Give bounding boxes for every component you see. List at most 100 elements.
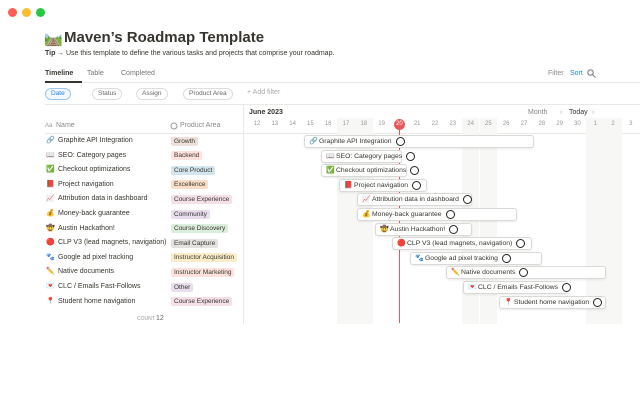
tabs-divider <box>45 82 640 83</box>
timeline-bar[interactable]: 🔗 Graphite API Integration <box>304 135 534 148</box>
filter-chip[interactable]: Date <box>45 88 71 100</box>
bar-name: Graphite API Integration <box>319 138 392 145</box>
assignee-avatar <box>463 195 472 205</box>
area-tag: Backend <box>171 151 203 161</box>
assignee-avatar <box>410 166 419 176</box>
name-column-icon: Aa <box>45 123 53 129</box>
table-divider <box>243 104 244 324</box>
bar-name: Google ad pixel tracking <box>425 254 498 262</box>
area-tag: Excellence <box>171 180 209 190</box>
day-label: 14 <box>289 121 296 127</box>
bar-name: Project navigation <box>354 181 409 189</box>
view-tab[interactable]: Timeline <box>45 70 74 77</box>
bar-icon: 🤠 <box>380 225 389 233</box>
day-label: 29 <box>556 121 563 127</box>
page-icon: 🛤️ <box>44 30 63 47</box>
day-label: 23 <box>449 121 457 127</box>
row-icon: 📖 <box>46 151 55 159</box>
area-tag: Other <box>171 282 194 292</box>
bar-name: CLC / Emails Fast-Follows <box>478 284 559 291</box>
row-icon: 🤠 <box>46 224 55 232</box>
row-name[interactable]: Native documents <box>58 268 115 276</box>
area-tag: Course Experience <box>171 297 233 307</box>
minimize-button[interactable] <box>22 8 31 17</box>
assignee-avatar <box>446 210 455 219</box>
search-icon[interactable] <box>587 69 596 78</box>
zoom-button[interactable] <box>36 8 45 17</box>
bar-icon: 📈 <box>362 196 371 204</box>
count-label: COUNT <box>137 316 155 322</box>
day-label: 19 <box>378 121 385 127</box>
today-button[interactable]: Today <box>569 109 588 116</box>
row-icon: 🐾 <box>46 253 55 261</box>
row-name[interactable]: Attribution data in dashboard <box>58 195 148 203</box>
row-name[interactable]: Money-back guarantee <box>58 210 130 217</box>
area-tag: Course Discovery <box>171 224 229 234</box>
row-name[interactable]: Graphite API Integration <box>58 137 133 144</box>
row-name[interactable]: Project navigation <box>58 180 114 188</box>
filter-chip[interactable]: Product Area <box>183 88 233 100</box>
timeline-bar[interactable]: 📕 Project navigation <box>339 178 427 192</box>
timeline-bar[interactable]: 💌 CLC / Emails Fast-Follows <box>463 281 571 294</box>
timeline-bar[interactable]: 📈 Attribution data in dashboard <box>357 193 472 207</box>
weekend-shade <box>586 118 605 324</box>
day-label: 28 <box>538 121 546 127</box>
bar-icon: 📖 <box>326 152 335 160</box>
day-label: 17 <box>342 121 350 127</box>
timeline-bar[interactable]: 📖 SEO: Category pages <box>321 149 415 163</box>
timeline-bar[interactable]: 🐾 Google ad pixel tracking <box>410 251 542 265</box>
bar-icon: 📍 <box>504 298 513 306</box>
row-icon: 💰 <box>46 210 55 217</box>
day-label: 24 <box>467 121 474 127</box>
day-label: 1 <box>593 121 597 127</box>
timeline-bar[interactable]: 💰 Money-back guarantee <box>357 208 517 221</box>
add-filter-button[interactable]: + Add filter <box>247 89 281 96</box>
filter-chip[interactable]: Status <box>92 88 123 100</box>
day-label: 2 <box>611 121 615 127</box>
row-name[interactable]: SEO: Category pages <box>58 151 127 159</box>
row-name[interactable]: CLP V3 (lead magnets, navigation) <box>58 239 167 247</box>
view-tab[interactable]: Table <box>87 70 104 77</box>
active-tab-underline <box>45 81 82 83</box>
row-name[interactable]: Austin Hackathon! <box>58 224 115 232</box>
timeline-bar[interactable]: ✏️ Native documents <box>446 266 606 280</box>
bar-name: Native documents <box>461 269 516 277</box>
area-tag: Instructor Marketing <box>171 267 235 277</box>
area-tag: Email Capture <box>171 238 219 248</box>
bar-name: Austin Hackathon! <box>390 225 446 233</box>
row-icon: 💌 <box>46 283 55 290</box>
bar-icon: 🔴 <box>397 240 406 248</box>
bar-name: Checkout optimizations <box>336 167 407 175</box>
row-name[interactable]: Checkout optimizations <box>58 166 131 174</box>
day-label: 30 <box>574 121 581 127</box>
bar-icon: 📕 <box>344 181 353 189</box>
day-label: 20 <box>396 121 403 127</box>
timeline-bar[interactable]: 📍 Student home navigation <box>499 295 606 309</box>
assignee-avatar <box>593 297 602 307</box>
row-name[interactable]: CLC / Emails Fast-Follows <box>58 283 141 290</box>
timeline-bar[interactable]: ✅ Checkout optimizations <box>321 164 419 178</box>
count-value: 12 <box>156 315 164 322</box>
today-marker <box>393 119 405 130</box>
close-button[interactable] <box>8 8 17 17</box>
timeline-bar[interactable]: 🤠 Austin Hackathon! <box>375 222 472 236</box>
sort-button[interactable]: Sort <box>570 70 583 77</box>
row-name[interactable]: Google ad pixel tracking <box>58 253 134 261</box>
view-selector[interactable]: Month <box>528 109 548 116</box>
row-name[interactable]: Student home navigation <box>58 297 136 305</box>
view-tab[interactable]: Completed <box>121 70 155 77</box>
timeline-bar[interactable]: 🔴 CLP V3 (lead magnets, navigation) <box>392 237 532 251</box>
filter-chip[interactable]: Assign <box>136 88 168 100</box>
filter-button[interactable]: Filter <box>548 70 564 77</box>
day-label: 3 <box>629 121 633 127</box>
bar-name: SEO: Category pages <box>336 152 403 160</box>
bar-icon: ✅ <box>326 167 335 175</box>
prev-button[interactable]: ‹ <box>560 109 563 116</box>
next-button[interactable]: › <box>592 109 595 116</box>
area-column-header: Product Area <box>180 122 221 129</box>
bar-icon: 💰 <box>362 211 371 218</box>
day-label: 13 <box>271 121 279 127</box>
day-label: 12 <box>253 121 261 127</box>
row-icon: 📈 <box>46 195 55 203</box>
